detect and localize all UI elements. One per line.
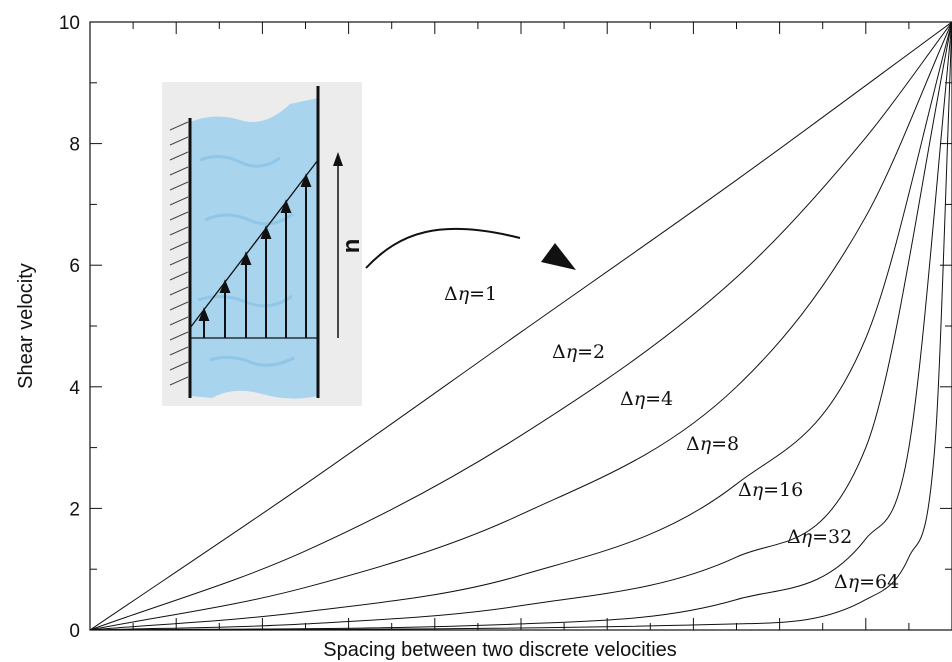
curve-label-2: Δη=2 (552, 341, 605, 363)
curve-delta-1 (89, 21, 952, 631)
curve-delta-2 (89, 21, 952, 631)
y-tick-label: 2 (69, 499, 80, 520)
curve-delta-4 (89, 21, 952, 631)
pointer-arrow (365, 227, 521, 269)
curve-delta-16 (89, 21, 952, 631)
x-axis-title: Spacing between two discrete velocities (323, 639, 677, 661)
u-label: u (340, 239, 367, 254)
shear-flow-inset: u (162, 82, 367, 406)
y-tick-label: 8 (69, 135, 80, 156)
curve-label-8: Δη=8 (686, 433, 739, 455)
y-tick-label: 10 (59, 13, 80, 34)
curve-label-4: Δη=4 (620, 388, 673, 410)
y-tick-label: 6 (69, 256, 80, 277)
y-tick-label: 0 (69, 621, 80, 642)
pointer-arrowhead (541, 243, 576, 270)
y-axis-title: Shear velocity (15, 263, 37, 389)
curve-label-16: Δη=16 (738, 479, 803, 501)
curves-group (89, 21, 952, 631)
wall-hatching (169, 121, 189, 386)
u-arrow-head (333, 152, 343, 166)
curve-label-1: Δη=1 (444, 283, 497, 305)
y-tick-label: 4 (69, 378, 80, 399)
curve-delta-32 (89, 21, 952, 631)
curve-label-64: Δη=64 (834, 571, 899, 593)
profile-line (189, 159, 319, 329)
velocity-arrows (198, 173, 312, 338)
curve-delta-8 (89, 21, 952, 631)
y-tick-labels: 0 2 4 6 8 10 (59, 13, 81, 642)
fluid-texture (197, 155, 295, 367)
curve-labels: Δη=1 Δη=2 Δη=4 Δη=8 Δη=16 Δη=32 Δη=64 (444, 283, 899, 593)
curve-delta-64 (89, 21, 952, 631)
fluid-region (190, 98, 318, 399)
curve-label-32: Δη=32 (787, 526, 852, 548)
axis-ticks (89, 21, 952, 631)
